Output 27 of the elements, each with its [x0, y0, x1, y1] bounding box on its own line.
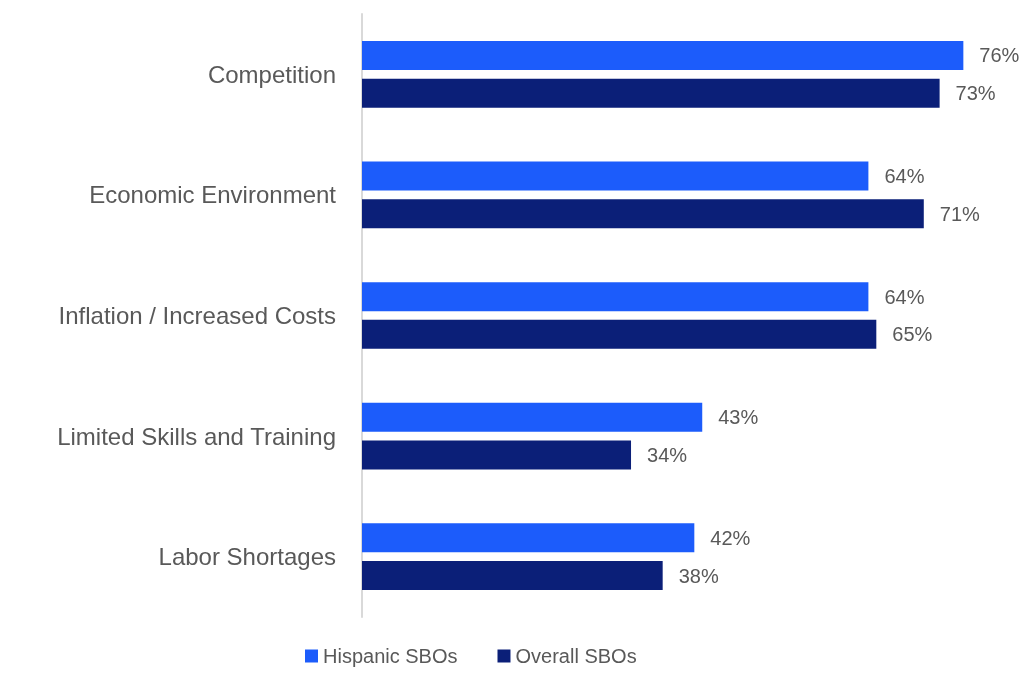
bar: [362, 40, 964, 70]
data-label: 64%: [884, 165, 925, 188]
data-label: 73%: [955, 82, 996, 105]
bar: [362, 319, 877, 349]
data-label: 76%: [979, 44, 1020, 67]
data-label: 43%: [718, 406, 759, 429]
bar: [362, 282, 869, 312]
data-label: 38%: [678, 564, 719, 587]
legend-label: Hispanic SBOs: [323, 645, 458, 667]
legend-label: Overall SBOs: [515, 645, 637, 667]
y-tick-label: Inflation / Increased Costs: [58, 302, 336, 329]
data-label: 42%: [710, 526, 751, 549]
bar: [362, 161, 869, 191]
y-tick-label: Economic Environment: [89, 181, 337, 209]
y-tick-label: Labor Shortages: [158, 543, 336, 571]
data-label: 34%: [647, 443, 688, 466]
bar: [362, 402, 703, 432]
bar: [362, 561, 663, 591]
bar: [362, 523, 695, 553]
data-label: 71%: [939, 202, 981, 225]
data-label: 65%: [892, 323, 933, 346]
bar: [362, 78, 940, 108]
data-label: 64%: [884, 285, 925, 308]
y-tick-label: Limited Skills and Training: [57, 422, 336, 450]
y-tick-label: Competition: [207, 60, 336, 88]
bar: [362, 440, 632, 470]
bar: [362, 199, 924, 229]
